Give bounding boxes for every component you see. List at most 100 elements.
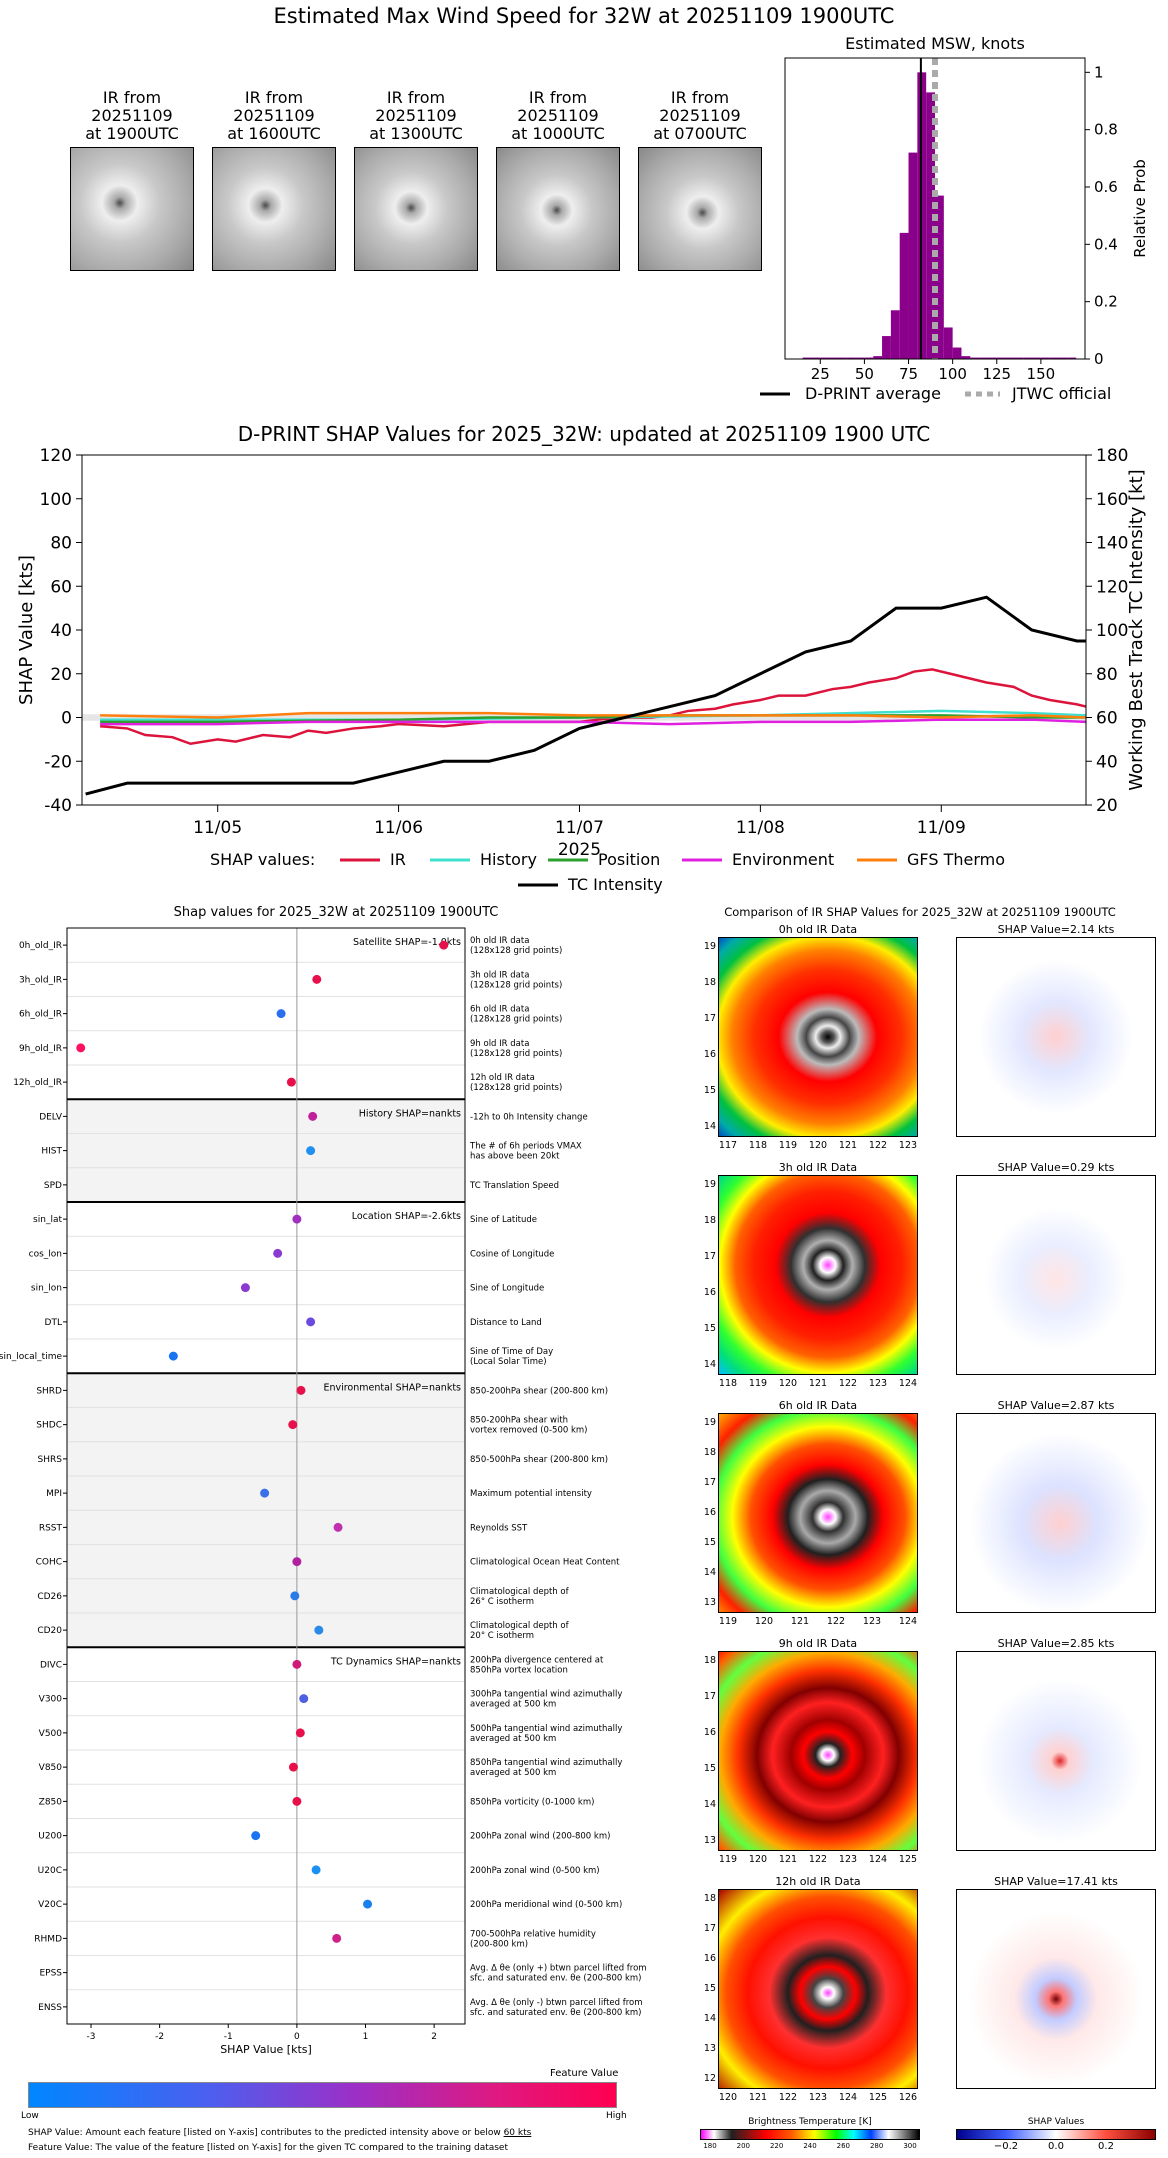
feature-description: sfc. and saturated env. θe (200-800 km) bbox=[470, 2008, 642, 2018]
sv-colorbar-title: SHAP Values bbox=[1027, 2117, 1085, 2127]
thumbnail-caption: at 1900UTC bbox=[85, 124, 179, 143]
ir-y-tick-label: 17 bbox=[703, 1251, 716, 1262]
feature-description: 850-500hPa shear (200-800 km) bbox=[470, 1455, 608, 1465]
feature-description: averaged at 500 km bbox=[470, 1734, 556, 1744]
feature-description: (200-800 km) bbox=[470, 1939, 528, 1949]
feature-point bbox=[288, 1420, 298, 1430]
ir-x-tick-label: 122 bbox=[826, 1616, 846, 1627]
feature-name: CD26 bbox=[37, 1592, 62, 1602]
ir-x-tick-label: 119 bbox=[718, 1616, 738, 1627]
ir-x-tick-label: 118 bbox=[718, 1378, 738, 1389]
group-shap-label: TC Dynamics SHAP=nankts bbox=[330, 1656, 461, 1667]
shap-image bbox=[956, 1889, 1156, 2089]
histogram-bar bbox=[1040, 357, 1050, 359]
ir-y-tick-label: 15 bbox=[703, 1323, 716, 1334]
ir-x-tick-label: 122 bbox=[838, 1378, 858, 1389]
ir-x-tick-label: 119 bbox=[778, 1140, 798, 1151]
histogram-bar bbox=[1049, 357, 1059, 359]
feature-description: 850-200hPa shear with bbox=[470, 1416, 568, 1426]
histogram-bar bbox=[1067, 357, 1077, 359]
y-tick-label: 100 bbox=[40, 490, 72, 510]
ir-y-tick-label: 15 bbox=[703, 1085, 716, 1096]
feature-description: 20° C isotherm bbox=[470, 1631, 534, 1641]
feature-description: averaged at 500 km bbox=[470, 1768, 556, 1778]
ir-thumbnail-image bbox=[638, 147, 762, 271]
ir-x-tick-label: 124 bbox=[898, 1616, 918, 1627]
feature-point bbox=[292, 1557, 302, 1567]
y-axis-label: Relative Prob bbox=[1131, 159, 1149, 258]
histogram-bar bbox=[855, 357, 865, 359]
y2-tick-label: 120 bbox=[1096, 577, 1128, 597]
feature-description: Distance to Land bbox=[470, 1318, 542, 1328]
thumbnail-caption: 20251109 bbox=[517, 106, 599, 125]
x-tick-label: 1 bbox=[363, 2032, 369, 2042]
x-tick-label: 11/09 bbox=[917, 818, 966, 838]
feature-description: Sine of Longitude bbox=[470, 1284, 544, 1294]
feature-point bbox=[288, 1762, 298, 1772]
feature-description: 3h old IR data bbox=[470, 970, 529, 980]
ir-y-tick-label: 16 bbox=[703, 1287, 716, 1298]
ir-y-tick-label: 12 bbox=[703, 2073, 716, 2084]
feature-description: Climatological Ocean Heat Content bbox=[470, 1558, 620, 1568]
feature-name: 3h_old_IR bbox=[19, 975, 62, 985]
feature-description: (128x128 grid points) bbox=[470, 1015, 562, 1025]
main-title: Estimated Max Wind Speed for 32W at 2025… bbox=[273, 4, 895, 28]
histogram-bar bbox=[926, 92, 935, 360]
ir-x-tick-label: 122 bbox=[868, 1140, 888, 1151]
ir-y-tick-label: 18 bbox=[703, 1215, 716, 1226]
feature-description: has above been 20kt bbox=[470, 1152, 560, 1162]
feature-point bbox=[292, 1659, 302, 1669]
feature-description: Cosine of Longitude bbox=[470, 1249, 554, 1259]
feature-point bbox=[308, 1111, 318, 1121]
feature-description: 26° C isotherm bbox=[470, 1597, 534, 1607]
feature-point bbox=[312, 974, 322, 984]
x-tick-label: 11/05 bbox=[193, 818, 242, 838]
shap-row-title: SHAP Value=17.41 kts bbox=[994, 1875, 1118, 1888]
ir-x-tick-label: 125 bbox=[898, 1854, 918, 1865]
ir-x-tick-label: 119 bbox=[718, 1854, 738, 1865]
feature-point bbox=[296, 1385, 306, 1395]
feature-name: U20C bbox=[38, 1866, 62, 1876]
legend-label-ir: IR bbox=[390, 850, 406, 869]
ir-x-tick-label: 123 bbox=[898, 1140, 918, 1151]
x-tick-label: 75 bbox=[899, 365, 918, 383]
y-tick-label: 80 bbox=[50, 534, 72, 554]
histogram-bar bbox=[1005, 357, 1015, 359]
ir-x-tick-label: 123 bbox=[808, 2092, 828, 2103]
thumbnail-caption: 20251109 bbox=[233, 106, 315, 125]
thumbnail-caption: at 0700UTC bbox=[653, 124, 747, 143]
histogram-bar bbox=[873, 356, 883, 359]
feature-point bbox=[332, 1933, 342, 1943]
feature-value-colorbar bbox=[28, 2082, 617, 2108]
histogram-bar bbox=[864, 357, 874, 359]
feature-name: V500 bbox=[39, 1729, 63, 1739]
bt-tick-label: 240 bbox=[803, 2142, 817, 2150]
ir-x-tick-label: 124 bbox=[838, 2092, 858, 2103]
series-line-gfs-thermo bbox=[100, 711, 1087, 719]
feature-point bbox=[251, 1831, 261, 1841]
x-axis-label: 2025 bbox=[558, 840, 601, 860]
y-tick-label: 0 bbox=[61, 709, 72, 729]
y2-axis-label: Working Best Track TC Intensity [kt] bbox=[1126, 469, 1147, 790]
feature-name: Z850 bbox=[39, 1797, 63, 1807]
feature-description: (Local Solar Time) bbox=[470, 1357, 547, 1367]
ir-x-tick-label: 121 bbox=[748, 2092, 768, 2103]
y-tick-label: 0.6 bbox=[1094, 178, 1118, 196]
feature-description: Climatological depth of bbox=[470, 1587, 570, 1597]
ir-x-tick-label: 123 bbox=[862, 1616, 882, 1627]
feature-name: SPD bbox=[44, 1181, 62, 1191]
feature-description: Reynolds SST bbox=[470, 1523, 528, 1533]
sv-tick-label: −0.2 bbox=[993, 2141, 1019, 2152]
feature-description: 200hPa meridional wind (0-500 km) bbox=[470, 1900, 622, 1910]
timeseries-title: D-PRINT SHAP Values for 2025_32W: update… bbox=[238, 422, 930, 446]
group-shap-label: Environmental SHAP=nankts bbox=[323, 1382, 461, 1393]
feature-description: (128x128 grid points) bbox=[470, 1049, 562, 1059]
thumbnail-caption: IR from bbox=[670, 88, 730, 107]
feature-name: 6h_old_IR bbox=[19, 1010, 62, 1020]
feature-name: COHC bbox=[36, 1558, 62, 1568]
ir-image bbox=[718, 1175, 918, 1375]
y2-tick-label: 20 bbox=[1096, 796, 1118, 816]
x-tick-label: 2 bbox=[431, 2032, 437, 2042]
ir-y-tick-label: 17 bbox=[703, 1923, 716, 1934]
ir-y-tick-label: 15 bbox=[703, 1983, 716, 1994]
